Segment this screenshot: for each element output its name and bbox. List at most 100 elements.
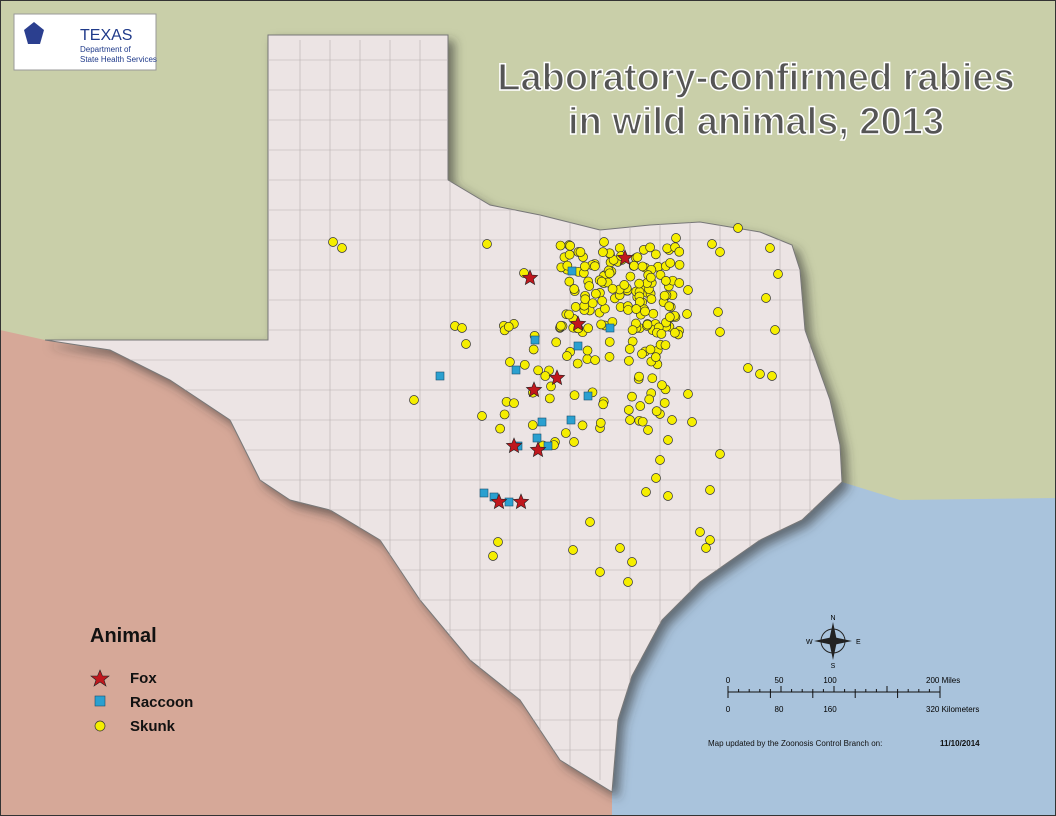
skunk-marker — [665, 258, 676, 268]
skunk-marker — [642, 319, 653, 330]
skunk-marker — [569, 284, 580, 294]
mexico — [0, 330, 612, 816]
skunk-marker — [651, 406, 662, 417]
skunk-marker — [625, 415, 635, 425]
raccoon-marker — [566, 415, 576, 425]
fox-marker — [490, 493, 508, 510]
skunk-marker — [596, 319, 606, 330]
skunk-marker — [527, 420, 538, 430]
skunk-marker — [707, 239, 717, 249]
skunk-marker — [632, 252, 643, 263]
skunk-marker — [663, 435, 673, 445]
raccoon-marker — [583, 391, 593, 401]
skunk-marker — [509, 398, 519, 409]
skunk-marker — [656, 329, 667, 339]
skunk-marker — [623, 405, 634, 415]
skunk-marker — [556, 320, 566, 331]
skunk-marker — [561, 428, 571, 438]
skunk-marker — [528, 344, 539, 355]
skunk-marker — [544, 393, 555, 404]
skunk-marker — [643, 425, 653, 435]
skunk-marker — [661, 275, 671, 286]
skunk-marker — [328, 237, 338, 247]
skunk-marker — [590, 355, 600, 365]
skunk-marker — [569, 437, 579, 447]
raccoon-marker — [532, 433, 542, 443]
skunk-marker — [650, 249, 661, 260]
skunk-marker — [595, 418, 606, 428]
skunk-marker — [409, 395, 419, 405]
skunk-marker — [583, 323, 593, 334]
skunk-marker — [627, 557, 637, 567]
skunk-marker — [637, 349, 647, 359]
skunk-marker — [624, 355, 634, 366]
footer-text: Map updated by the Zoonosis Control Bran… — [708, 739, 882, 748]
skunk-marker — [493, 537, 503, 547]
skunk-marker — [591, 288, 601, 299]
skunk-marker — [569, 390, 580, 401]
skunk-marker — [570, 302, 581, 312]
compass-s: S — [831, 663, 836, 670]
fox-marker — [505, 437, 523, 454]
skunk-marker — [564, 276, 575, 287]
title: Laboratory-confirmed rabies — [497, 57, 1014, 99]
skunk-marker — [644, 394, 655, 405]
skunk-marker — [595, 567, 605, 577]
skunk-marker — [655, 270, 666, 280]
raccoon-marker — [435, 371, 445, 381]
skunk-marker — [607, 283, 618, 294]
skunk-marker — [674, 246, 685, 257]
skunk-marker — [598, 399, 608, 410]
logo-name: TEXAS — [80, 27, 132, 44]
fox-marker — [512, 493, 530, 510]
compass-n: N — [830, 615, 835, 622]
skunk-marker — [635, 401, 646, 411]
fox-marker — [548, 369, 566, 386]
compass-w: W — [806, 639, 813, 646]
skunk-marker — [495, 423, 505, 434]
skunk-marker — [674, 259, 685, 270]
texas — [44, 34, 843, 793]
skunk-marker — [657, 380, 667, 390]
logo-line: Department of — [80, 45, 131, 54]
skunk-marker — [631, 304, 642, 314]
skunk-marker — [519, 359, 530, 370]
skunk-marker — [477, 411, 487, 421]
skunk-marker — [659, 398, 670, 408]
skunk-marker — [598, 247, 608, 257]
scale-label: 320 Kilometers — [926, 705, 979, 714]
skunk-marker — [713, 307, 723, 317]
skunk-marker — [565, 241, 576, 251]
raccoon-marker — [567, 266, 577, 276]
skunk-marker — [733, 223, 743, 233]
skunk-marker — [579, 261, 590, 272]
skunk-marker — [623, 577, 633, 587]
skunk-marker — [614, 243, 625, 253]
legend-label: Skunk — [130, 718, 176, 735]
skunk-marker — [577, 420, 588, 431]
skunk-marker — [585, 517, 595, 527]
legend-fox — [90, 669, 110, 687]
skunk-marker — [645, 242, 655, 253]
skunk-marker — [715, 247, 725, 257]
skunk-marker — [604, 337, 615, 347]
skunk-marker — [765, 243, 775, 253]
skunk-marker — [637, 261, 648, 272]
skunk-marker — [705, 485, 715, 495]
skunk-marker — [627, 325, 638, 335]
skunk-marker — [646, 272, 656, 283]
skunk-marker — [665, 312, 675, 322]
skunk-marker — [637, 416, 648, 427]
skunk-marker — [648, 308, 659, 319]
raccoon-marker — [530, 335, 540, 345]
legend-label: Raccoon — [130, 694, 193, 711]
skunk-marker — [671, 233, 681, 243]
scale-label: 80 — [775, 705, 784, 714]
skunk-marker — [564, 249, 575, 260]
skunk-marker — [488, 551, 498, 561]
skunk-marker — [629, 260, 639, 271]
legend-skunk — [94, 720, 106, 732]
skunk-marker — [596, 276, 607, 287]
skunk-marker — [634, 371, 644, 382]
